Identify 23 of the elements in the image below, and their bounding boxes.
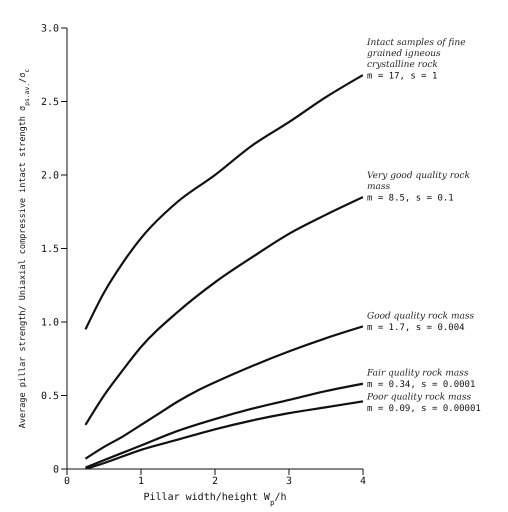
x-tick-label: 4 (360, 476, 366, 488)
y-tick-label: 2.5 (40, 97, 59, 108)
series-label: Poor quality rock mass (366, 392, 472, 403)
text: m = 17, s = 1 (367, 72, 438, 82)
series-label: Intact samples of fine grained igneous crystalline rock (366, 38, 466, 70)
x-tick-label: 1 (138, 476, 144, 488)
x-tick-label: 0 (64, 476, 70, 488)
text: m = 8.5, s = 0.1 (367, 194, 454, 204)
text: m = 0.34, s = 0.0001 (367, 380, 476, 390)
y-tick-label: 1.5 (40, 244, 59, 256)
y-tick-label: 2.0 (40, 170, 59, 182)
x-axis-title: Pillar width/height W$_{p}$/h (144, 492, 286, 506)
series-label: Good quality rock mass (367, 311, 474, 322)
y-tick-label: 0.5 (40, 391, 59, 402)
series-label: Fair quality rock mass (366, 368, 469, 379)
x-tick-label: 3 (286, 476, 292, 488)
y-tick-label: 1.0 (40, 318, 59, 329)
x-tick-label: 2 (212, 476, 218, 488)
y-tick-label: 3.0 (40, 24, 59, 35)
y-tick-label: 0 (52, 464, 59, 476)
series-label: Very good quality rock mass (367, 171, 470, 192)
text: m = 1.7, s = 0.004 (367, 322, 465, 333)
text: m = 0.09, s = 0.00001 (367, 404, 481, 414)
